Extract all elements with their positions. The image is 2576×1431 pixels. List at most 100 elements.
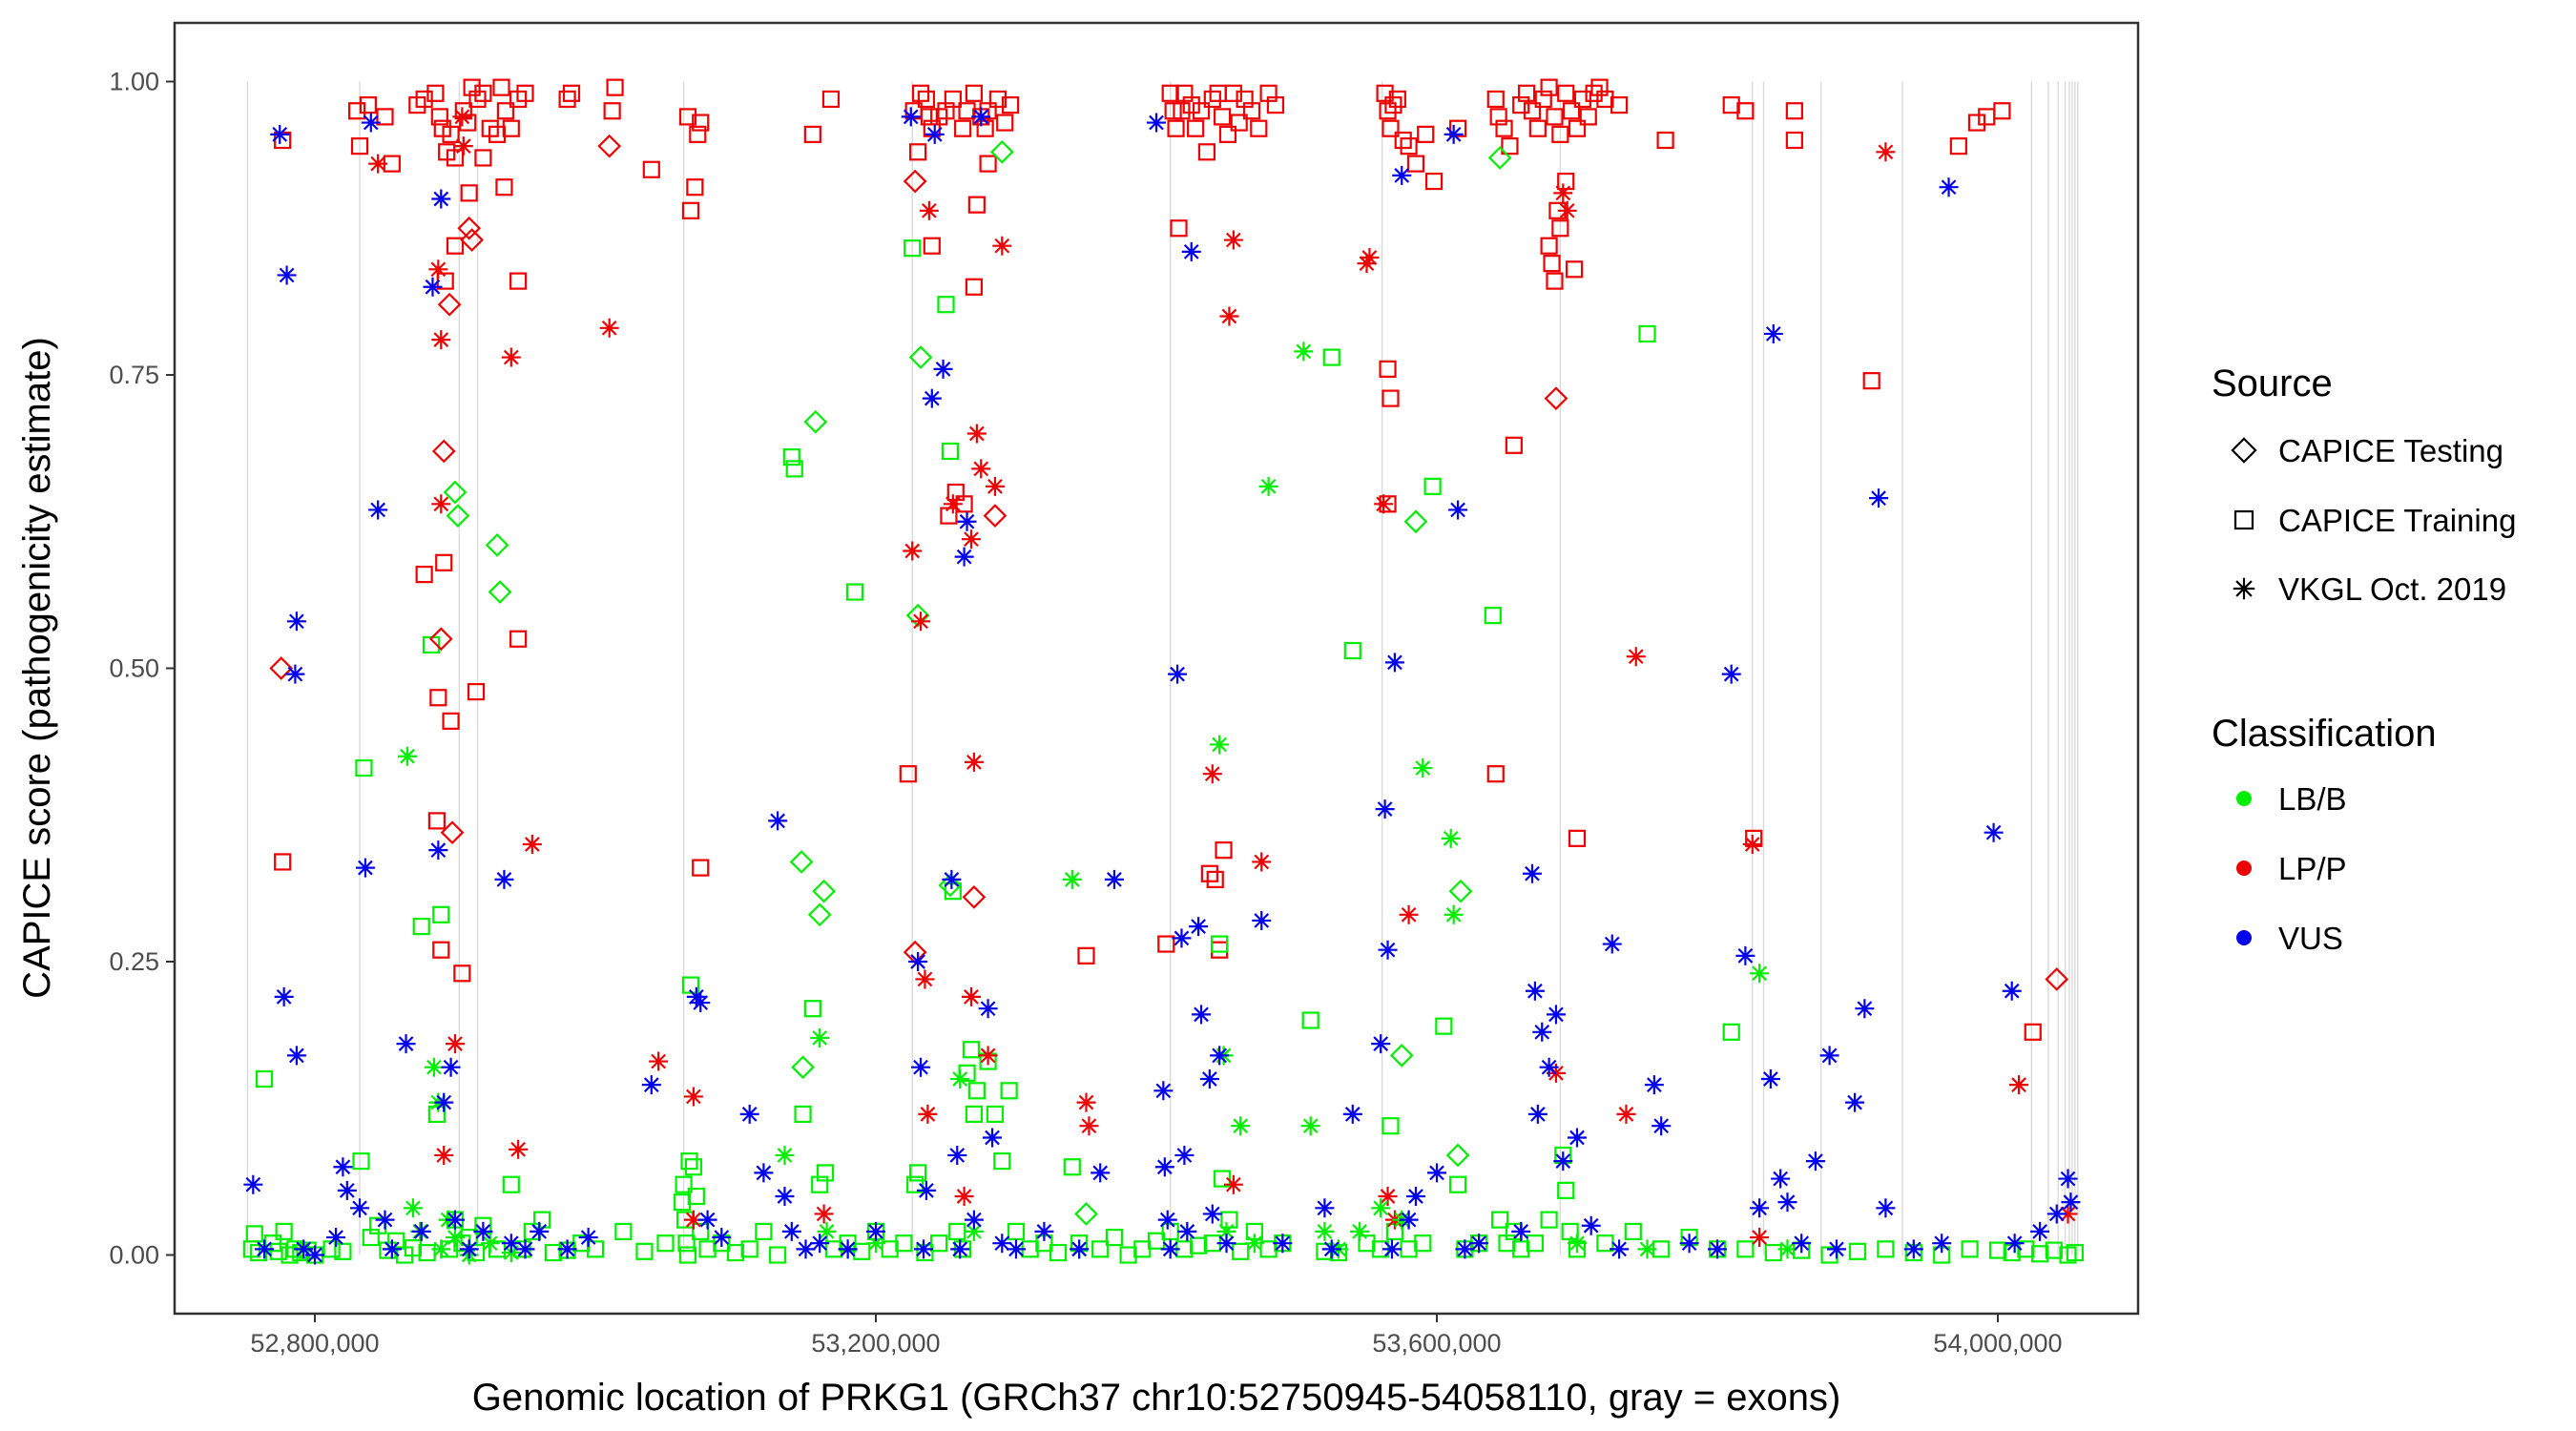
data-point — [1626, 647, 1646, 667]
data-point — [428, 259, 448, 280]
data-point — [1007, 1222, 1026, 1241]
data-point — [294, 1239, 314, 1259]
data-point — [904, 239, 922, 258]
data-point — [1557, 1181, 1575, 1199]
data-point — [680, 1151, 698, 1171]
data-point — [1413, 758, 1433, 778]
data-point — [348, 102, 366, 120]
data-points — [242, 78, 2084, 1265]
data-point — [1826, 1239, 1846, 1259]
data-point — [1763, 323, 1783, 343]
data-point — [1157, 935, 1175, 953]
data-point — [437, 292, 462, 317]
data-point — [426, 84, 445, 102]
data-point — [1750, 1228, 1770, 1248]
data-point — [1735, 945, 1755, 965]
data-point — [1388, 90, 1406, 109]
data-point — [1076, 1092, 1096, 1112]
data-point — [1034, 1221, 1054, 1241]
data-point — [2058, 1204, 2078, 1224]
data-point — [488, 580, 512, 604]
data-point — [1637, 1239, 1657, 1259]
data-point — [691, 993, 711, 1013]
y-axis: 0.00 0.25 0.50 0.75 1.00 — [109, 68, 175, 1270]
data-point — [1399, 1210, 1419, 1230]
data-point — [803, 409, 828, 434]
y-tick-label: 0.00 — [109, 1241, 159, 1270]
data-point — [411, 1221, 431, 1241]
data-point — [562, 84, 581, 102]
data-point — [423, 277, 443, 297]
data-point — [1252, 852, 1272, 872]
data-point — [674, 1193, 692, 1212]
data-point — [2061, 1192, 2081, 1213]
data-point — [1062, 869, 1082, 889]
data-point — [1848, 1242, 1867, 1260]
data-point — [920, 108, 938, 126]
legend-label: CAPICE Testing — [2278, 433, 2503, 468]
legend-label: LP/P — [2278, 851, 2347, 886]
data-point — [1374, 494, 1394, 514]
legend-key-square — [2233, 509, 2254, 530]
data-point — [1002, 95, 1020, 114]
data-point — [1512, 1240, 1530, 1258]
data-point — [441, 1057, 461, 1077]
data-point — [1486, 90, 1505, 109]
data-point — [1079, 1116, 1099, 1136]
data-point — [1063, 1158, 1081, 1176]
data-point — [1526, 1234, 1545, 1253]
data-point — [1455, 1239, 1475, 1259]
data-point — [967, 1082, 986, 1100]
data-point — [961, 529, 981, 550]
data-point — [1435, 1017, 1453, 1035]
data-point — [286, 1046, 306, 1066]
data-point — [1961, 1240, 1979, 1258]
x-tick-label: 54,000,000 — [1933, 1329, 2062, 1358]
data-point — [502, 1175, 520, 1193]
data-point — [453, 136, 473, 156]
data-point — [428, 840, 448, 861]
data-point — [1273, 1234, 1293, 1254]
data-point — [866, 1221, 885, 1241]
data-point — [1561, 1222, 1579, 1241]
data-point — [1400, 137, 1418, 156]
legend-label: VKGL Oct. 2019 — [2278, 571, 2506, 607]
data-point — [1543, 255, 1561, 273]
data-point — [1202, 764, 1222, 784]
data-point — [1444, 124, 1464, 144]
data-point — [1573, 90, 1591, 109]
data-point — [474, 149, 492, 167]
data-point — [415, 90, 433, 109]
data-point — [434, 1092, 454, 1112]
data-point — [1423, 477, 1442, 495]
data-point — [270, 124, 290, 144]
data-point — [1322, 348, 1340, 366]
data-point — [908, 345, 933, 369]
data-point — [895, 1234, 913, 1253]
data-point — [971, 459, 991, 479]
data-point — [791, 1055, 815, 1080]
data-point — [692, 859, 710, 877]
data-point — [1777, 1239, 1797, 1259]
data-point — [1568, 1234, 1587, 1254]
data-point — [453, 964, 471, 983]
data-point — [785, 460, 803, 478]
data-point — [775, 1145, 795, 1165]
data-point — [522, 835, 542, 854]
data-point — [603, 102, 621, 120]
data-point — [687, 1187, 705, 1206]
y-tick-label: 0.25 — [109, 947, 159, 976]
data-point — [1487, 146, 1512, 170]
data-point — [1939, 177, 1959, 197]
data-point — [1378, 940, 1398, 960]
data-point — [1301, 1011, 1319, 1029]
data-point — [985, 476, 1005, 496]
data-point — [686, 178, 704, 197]
data-point — [1405, 1187, 1425, 1206]
data-point — [1581, 1215, 1601, 1235]
data-point — [350, 137, 369, 156]
data-point — [1300, 1116, 1320, 1136]
data-point — [950, 1239, 970, 1259]
